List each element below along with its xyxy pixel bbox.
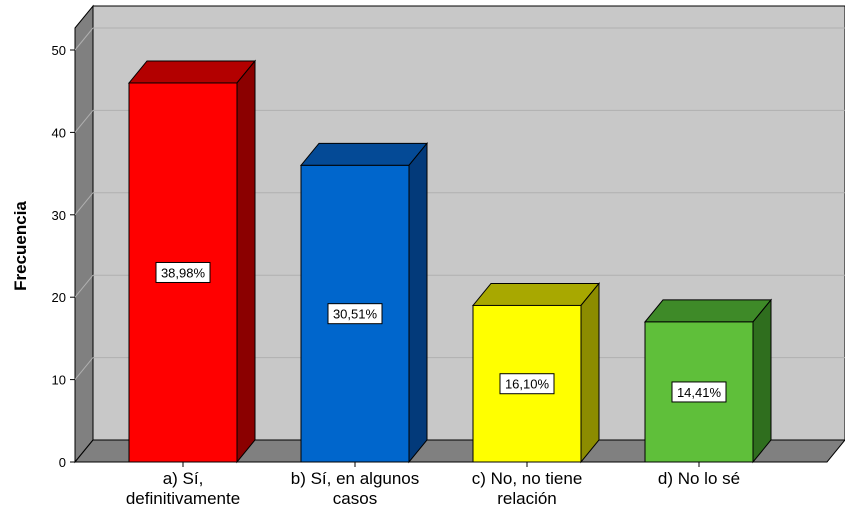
data-label-box	[155, 261, 211, 283]
x-tick-label: b) Sí, en algunos	[291, 469, 420, 488]
bar-side	[752, 298, 772, 464]
x-tick-label: c) No, no tiene	[472, 469, 583, 488]
bar-top	[471, 282, 601, 306]
x-tick-label: relación	[497, 489, 557, 508]
bar: 16,10%	[471, 282, 601, 464]
gridline-side	[74, 192, 94, 216]
data-label: 30,51%	[333, 307, 378, 322]
data-label: 16,10%	[505, 377, 550, 392]
data-label: 14,41%	[677, 385, 722, 400]
data-label-box	[499, 373, 555, 395]
y-tick-label: 50	[52, 43, 66, 58]
bar-top	[643, 299, 773, 323]
x-tick-label: casos	[333, 489, 377, 508]
bar-side	[408, 141, 428, 464]
bar-side	[236, 59, 256, 464]
x-tick-label: d) No lo sé	[658, 469, 740, 488]
y-tick-label: 40	[52, 125, 66, 140]
data-label: 38,98%	[161, 265, 206, 280]
y-tick-label: 10	[52, 373, 66, 388]
gridline-side	[74, 110, 94, 133]
bar-top	[127, 60, 257, 84]
bars: 38,98% 30,51% 16,10% 14,41%	[127, 59, 773, 464]
x-tick-label: definitivamente	[126, 489, 240, 508]
bar: 14,41%	[643, 298, 773, 464]
y-axis: 0 10 20 30 40 50	[52, 43, 75, 470]
y-tick-label: 0	[59, 455, 66, 470]
bar: 38,98%	[127, 59, 257, 464]
left-wall	[74, 4, 94, 464]
x-axis-labels: a) Sí,definitivamente b) Sí, en algunosca…	[126, 462, 740, 508]
data-label-box	[327, 303, 383, 325]
gridline-side	[74, 357, 94, 380]
gridline-side	[74, 274, 94, 298]
y-tick-label: 20	[52, 290, 66, 305]
bar: 30,51%	[299, 141, 429, 464]
y-axis-title: Frecuencia	[11, 201, 30, 291]
data-label-box	[671, 381, 727, 403]
bar-top	[299, 142, 429, 166]
bar-side	[580, 282, 600, 464]
gridline-side	[74, 27, 94, 51]
y-tick-label: 30	[52, 208, 66, 223]
x-tick-label: a) Sí,	[163, 469, 204, 488]
